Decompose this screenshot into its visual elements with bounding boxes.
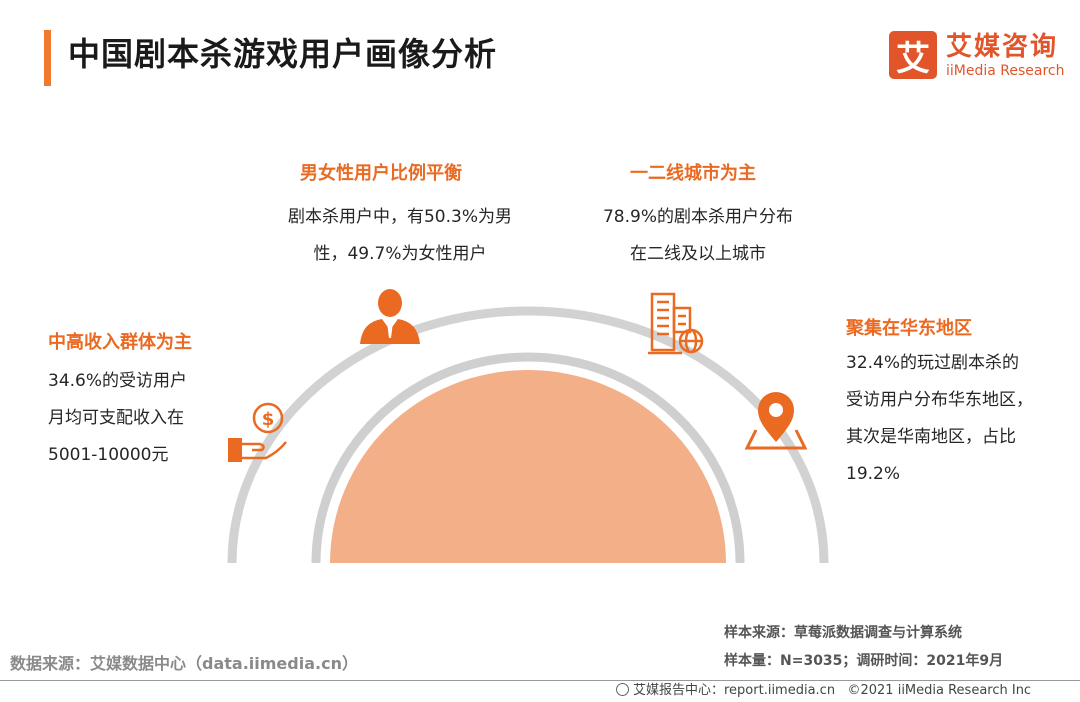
copyright: ©2021 iiMedia Research Inc	[847, 683, 1032, 698]
footer-divider	[0, 680, 1080, 681]
income-text: 34.6%的受访用户 月均可支配收入在 5001-10000元	[48, 371, 188, 465]
logo-name-cn: 艾媒咨询	[946, 32, 1059, 62]
outer-arc	[227, 306, 829, 564]
page-title: 中国剧本杀游戏用户画像分析	[68, 35, 498, 73]
sample-source: 样本来源：草莓派数据调查与计算系统	[724, 625, 962, 641]
svg-text:$: $	[262, 409, 275, 430]
inner-arc	[311, 352, 745, 564]
gender-text: 剧本杀用户中，有50.3%为男 性，49.7%为女性用户	[287, 207, 512, 264]
location-pin-icon	[744, 392, 808, 450]
globe-icon	[616, 683, 629, 696]
city-text: 78.9%的剧本杀用户分布 在二线及以上城市	[602, 207, 793, 264]
data-source: 数据来源：艾媒数据中心（data.iimedia.cn）	[10, 654, 358, 673]
city-heading: 一二线城市为主	[630, 163, 756, 184]
sample-size: 样本量：N=3035；调研时间：2021年9月	[724, 653, 1004, 669]
logo-name-en: iiMedia Research	[946, 63, 1065, 79]
gender-heading: 男女性用户比例平衡	[300, 163, 462, 184]
hand-coin-icon: $	[228, 402, 287, 462]
city-building-icon	[648, 292, 704, 355]
semicircle-fill	[330, 370, 726, 563]
income-heading: 中高收入群体为主	[48, 332, 192, 353]
title-accent-bar	[44, 30, 51, 86]
report-center-link[interactable]: 艾媒报告中心：report.iimedia.cn	[633, 683, 836, 698]
logo-mark: 艾	[889, 31, 937, 79]
region-heading: 聚集在华东地区	[846, 318, 972, 339]
footer-bar: 艾媒报告中心：report.iimedia.cn ©2021 iiMedia R…	[616, 681, 1031, 701]
region-text: 32.4%的玩过剧本杀的 受访用户分布华东地区， 其次是华南地区，占比 19.2…	[846, 353, 1033, 484]
person-icon	[360, 289, 420, 344]
